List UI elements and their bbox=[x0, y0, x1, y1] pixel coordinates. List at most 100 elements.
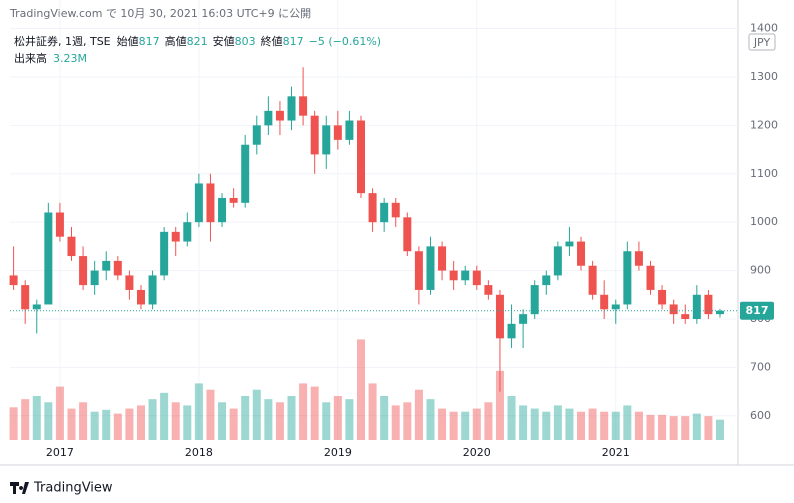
candle-body bbox=[438, 246, 447, 271]
volume-legend: 出来高 3.23M bbox=[14, 51, 87, 65]
candle-body bbox=[715, 310, 724, 315]
candle-body bbox=[241, 144, 250, 203]
candle-body bbox=[449, 270, 458, 281]
candle-body bbox=[611, 304, 620, 310]
candle-body bbox=[646, 265, 655, 290]
candle-body bbox=[692, 294, 701, 319]
candle-body bbox=[183, 222, 192, 242]
candle-body bbox=[148, 275, 157, 305]
last-price-box bbox=[740, 301, 774, 320]
candle-body bbox=[426, 246, 435, 290]
candle-body bbox=[125, 275, 134, 290]
x-tick-label: 2020 bbox=[463, 446, 491, 459]
volume-bar bbox=[507, 396, 516, 440]
candle-body bbox=[299, 96, 308, 116]
footer-logo: TradingView bbox=[10, 481, 113, 496]
volume-bar bbox=[577, 411, 586, 440]
candle-body bbox=[634, 251, 643, 266]
y-tick-label: 1300 bbox=[750, 70, 778, 83]
candle-body bbox=[9, 275, 18, 286]
candle-body bbox=[380, 202, 389, 223]
currency: JPY bbox=[753, 36, 771, 49]
symbol: 松井証券, 1週, TSE 始値817 高値821 安値803 終値817 −5 (−0.… bbox=[14, 34, 381, 48]
y-tick-label: 1100 bbox=[750, 167, 778, 180]
logo-icon bbox=[10, 482, 29, 494]
candle-body bbox=[206, 183, 215, 223]
volume-bar bbox=[368, 383, 377, 440]
candle-body bbox=[588, 265, 597, 295]
y-tick-label: 900 bbox=[750, 264, 771, 277]
volume-bar bbox=[426, 399, 435, 440]
volume-bar bbox=[484, 402, 493, 440]
logo-text: TradingView bbox=[33, 481, 113, 496]
candle-body bbox=[542, 275, 551, 286]
candle-body bbox=[67, 236, 76, 257]
volume-bar bbox=[287, 396, 296, 440]
candle-body bbox=[79, 256, 88, 286]
volume-bar bbox=[565, 408, 574, 440]
volume-bar bbox=[438, 408, 447, 440]
candle-body bbox=[472, 270, 481, 286]
volume-bar bbox=[681, 416, 690, 440]
volume-bar bbox=[148, 399, 157, 440]
candle-body bbox=[160, 231, 169, 276]
candle-body bbox=[113, 260, 122, 276]
volume-bar bbox=[414, 389, 423, 440]
candle-body bbox=[484, 285, 493, 295]
candle-body bbox=[565, 241, 574, 247]
volume-bar bbox=[229, 408, 238, 440]
legend: 松井証券, 1週, TSE 始値817 高値821 安値803 終値817 −5 (−0.… bbox=[14, 34, 381, 65]
x-tick-label: 2017 bbox=[46, 446, 74, 459]
volume-bar bbox=[310, 386, 319, 440]
volume-bar bbox=[79, 402, 88, 440]
x-tick-label: 2019 bbox=[324, 446, 352, 459]
candle-body bbox=[357, 120, 365, 194]
volume-bar bbox=[715, 419, 724, 440]
volume-bar bbox=[403, 402, 412, 440]
volume-bar bbox=[206, 389, 215, 440]
volume-bar bbox=[44, 402, 53, 440]
low: 803 bbox=[235, 35, 256, 48]
candle-body bbox=[704, 294, 713, 315]
volume-bar bbox=[634, 411, 643, 440]
y-tick-label: 700 bbox=[750, 360, 771, 373]
volume-bar bbox=[623, 405, 632, 440]
open-label: 始値 bbox=[117, 34, 139, 48]
volume-bar bbox=[275, 402, 284, 440]
volume-bar bbox=[519, 405, 528, 440]
y-tick-label: 1200 bbox=[750, 118, 778, 131]
published: TradingView.com で 10月 30, 2021 16:03 UTC… bbox=[9, 7, 311, 20]
candle-body bbox=[577, 241, 586, 266]
last-price-label: 817 bbox=[746, 304, 769, 317]
volume-bar bbox=[472, 408, 481, 440]
volume-bar bbox=[553, 405, 562, 440]
y-tick-label: 1400 bbox=[750, 22, 778, 35]
volume-bar bbox=[183, 405, 192, 440]
volume-bar bbox=[669, 416, 678, 440]
volume-bar bbox=[542, 411, 551, 440]
candle-body bbox=[287, 96, 296, 121]
volume-bar bbox=[391, 405, 400, 440]
volume-bar bbox=[90, 411, 99, 440]
candle-body bbox=[403, 217, 412, 252]
candle-body bbox=[32, 304, 41, 310]
candle-body bbox=[194, 183, 203, 223]
volume-bar bbox=[322, 402, 331, 440]
candle-body bbox=[368, 193, 377, 223]
volume-bar bbox=[530, 408, 539, 440]
volume-bar bbox=[658, 414, 667, 440]
volume-bar bbox=[345, 399, 354, 440]
volume-bar bbox=[600, 411, 609, 440]
x-tick-label: 2018 bbox=[185, 446, 213, 459]
y-tick-label: 1000 bbox=[750, 215, 778, 228]
candle-body bbox=[530, 285, 539, 315]
candle-body bbox=[102, 260, 111, 271]
volume-bar bbox=[299, 383, 308, 440]
candle-body bbox=[345, 120, 354, 140]
x-tick-label: 2021 bbox=[602, 446, 630, 459]
volume-value: 3.23M bbox=[53, 52, 87, 65]
candle-body bbox=[55, 212, 64, 237]
candle-body bbox=[275, 110, 284, 121]
candle-body bbox=[669, 304, 678, 315]
